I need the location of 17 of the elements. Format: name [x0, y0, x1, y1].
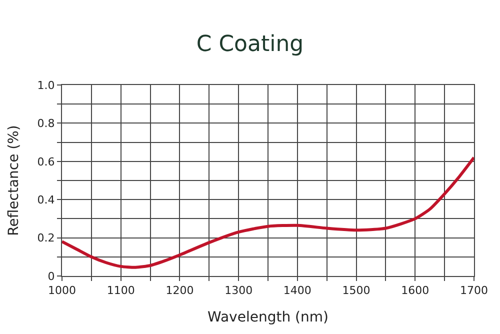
y-tick-label: 1.0 — [37, 78, 55, 92]
x-tick-label: 1500 — [342, 284, 370, 298]
y-axis-title: Reflectance (%) — [6, 125, 22, 236]
x-tick-label: 1600 — [401, 284, 430, 298]
y-tick-label: 0 — [48, 270, 55, 283]
chart-title: C Coating — [196, 32, 304, 58]
x-tick-label: 1000 — [48, 284, 76, 298]
x-tick-label: 1100 — [106, 284, 135, 298]
x-axis-title: Wavelength (nm) — [208, 310, 328, 326]
y-tick-label: 0.8 — [37, 117, 55, 130]
y-tick-label: 0.4 — [37, 193, 55, 206]
x-tick-label: 1300 — [224, 284, 253, 298]
x-tick-label: 1200 — [166, 284, 194, 298]
x-tick-label: 1400 — [283, 284, 312, 298]
y-tick-label: 0.2 — [37, 232, 55, 245]
x-tick-label: 1700 — [460, 284, 488, 298]
y-tick-label: 0.6 — [37, 155, 55, 168]
